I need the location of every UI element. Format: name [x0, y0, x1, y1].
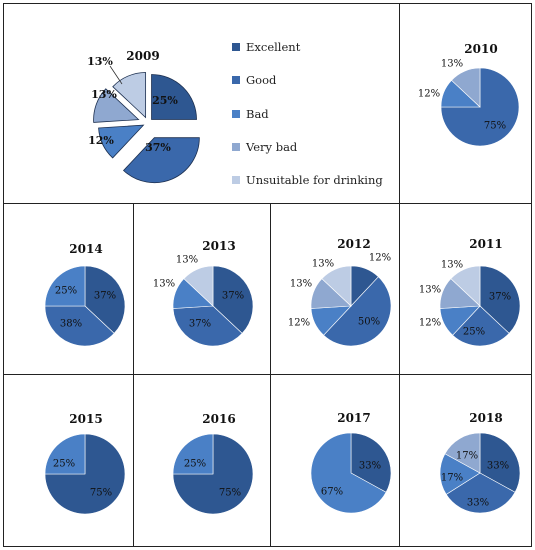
pie-label-2009-good: 37% — [145, 141, 171, 154]
slice-2017-bad — [310, 432, 387, 514]
pie-label-2009-bad: 12% — [88, 134, 114, 147]
slice-2012-unsuitable-for-drinking — [321, 265, 352, 307]
pie-label-2013-bad: 13% — [153, 279, 175, 290]
pie-chart-2015: 2015 75% 25% — [44, 412, 126, 515]
slice-2018-bad — [439, 453, 481, 495]
pie-label-2010-bad: 12% — [418, 89, 440, 100]
pie-label-2012-very-bad: 13% — [290, 279, 312, 290]
pie-label-2009-unsuitable-for-drinking: 13% — [87, 55, 113, 68]
pie-label-2013-good: 37% — [189, 319, 211, 330]
panel-2018 — [399, 374, 532, 547]
slice-2009-very-bad — [93, 88, 140, 123]
pie-title-2018: 2018 — [469, 411, 502, 425]
pie-label-2011-unsuitable-for-drinking: 13% — [441, 260, 463, 271]
pie-label-2010-good: 75% — [484, 121, 506, 132]
pie-chart-2017: 2017 33% 67% — [310, 411, 392, 514]
slice-2016-bad — [172, 433, 214, 475]
legend-swatch — [232, 43, 240, 51]
legend-swatch — [232, 143, 240, 151]
pie-title-2016: 2016 — [202, 412, 235, 426]
pie-label-2011-bad: 12% — [419, 318, 441, 329]
slice-2014-bad — [44, 265, 86, 307]
pie-title-2014: 2014 — [69, 242, 102, 256]
slice-2013-excellent — [212, 265, 254, 334]
legend-item-very-bad: Very bad — [232, 140, 297, 154]
legend-swatch — [232, 176, 240, 184]
pie-label-2011-good: 25% — [463, 327, 485, 338]
pie-label-2014-excellent: 37% — [94, 291, 116, 302]
legend-label: Good — [246, 73, 277, 87]
pie-chart-2011: 2011 37% 25% 12% 13% 13% — [419, 237, 521, 347]
legend-label: Very bad — [246, 140, 298, 154]
pie-label-2016-excellent: 75% — [219, 488, 241, 499]
pie-title-2012: 2012 — [337, 237, 370, 251]
pie-label-2009-very-bad: 13% — [91, 88, 117, 101]
pie-chart-2009: 2009 25% 37% 12% 13% 13% — [87, 49, 200, 184]
legend-item-excellent: Excellent — [232, 40, 300, 54]
pie-title-2010: 2010 — [464, 42, 497, 56]
slice-2009-bad — [98, 124, 145, 159]
pie-label-2015-bad: 25% — [53, 459, 75, 470]
slice-2014-good — [44, 305, 115, 347]
pie-chart-2010: 2010 75% 12% 13% — [418, 42, 520, 147]
pie-label-2011-excellent: 37% — [489, 292, 511, 303]
pie-label-2014-bad: 25% — [55, 286, 77, 297]
pie-label-2013-excellent: 37% — [222, 291, 244, 302]
slice-2011-good — [452, 305, 510, 347]
pie-chart-2014: 2014 37% 38% 25% — [44, 242, 126, 347]
pie-title-2017: 2017 — [337, 411, 370, 425]
legend-item-bad: Bad — [232, 107, 269, 121]
slice-2015-bad — [44, 433, 86, 475]
slice-2013-unsuitable-for-drinking — [183, 265, 214, 307]
legend-label: Excellent — [246, 40, 301, 54]
pie-label-2009-excellent: 25% — [152, 94, 178, 107]
pie-label-2018-good: 33% — [467, 498, 489, 509]
slice-2018-good — [445, 472, 516, 514]
slice-2009-excellent — [151, 74, 197, 120]
slice-2011-unsuitable-for-drinking — [450, 265, 481, 307]
pie-label-2013-unsuitable-for-drinking: 13% — [176, 255, 198, 266]
slice-2018-very-bad — [444, 432, 481, 474]
pie-label-2012-good: 50% — [358, 317, 380, 328]
leader-line-2009-unsuitable — [109, 65, 123, 85]
pie-chart-2016: 2016 75% 25% — [172, 412, 254, 515]
legend-swatch — [232, 110, 240, 118]
slice-2018-excellent — [479, 432, 521, 493]
pie-chart-2012: 2012 12% 50% 12% 13%13% — [288, 237, 392, 347]
pie-title-2009: 2009 — [126, 49, 159, 63]
slice-2010-very-bad — [451, 67, 481, 108]
legend-label: Bad — [246, 107, 269, 121]
pie-label-2015-excellent: 75% — [90, 488, 112, 499]
pie-title-2015: 2015 — [69, 412, 102, 426]
pie-label-2010-very-bad: 13% — [441, 59, 463, 70]
pie-label-2017-excellent: 33% — [359, 461, 381, 472]
legend-label: Unsuitable for drinking — [246, 173, 383, 187]
slice-2013-good — [172, 305, 243, 347]
pie-label-2014-good: 38% — [60, 319, 82, 330]
pie-title-2011: 2011 — [469, 237, 502, 251]
slice-2009-unsuitable-for-drinking — [112, 72, 147, 119]
pie-title-2013: 2013 — [202, 239, 235, 253]
pie-label-2012-excellent: 12% — [369, 253, 391, 264]
slice-2017-excellent — [350, 432, 392, 493]
pie-chart-2013: 2013 37% 37% 13% 13% — [153, 239, 254, 347]
legend-item-good: Good — [232, 73, 276, 87]
pie-label-2017-bad: 67% — [321, 487, 343, 498]
slice-2012-good — [323, 276, 392, 347]
pie-label-2016-bad: 25% — [184, 459, 206, 470]
legend-item-unsuitable: Unsuitable for drinking — [232, 173, 383, 187]
legend-swatch — [232, 76, 240, 84]
slice-2011-excellent — [479, 265, 521, 334]
pie-label-2012-bad: 12% — [288, 318, 310, 329]
pie-label-2018-bad: 17% — [441, 473, 463, 484]
slice-2009-good — [122, 137, 200, 184]
slice-2014-excellent — [84, 265, 126, 334]
pie-chart-2018: 2018 33% 33% 17% 17% — [439, 411, 521, 514]
pie-label-2018-very-bad: 17% — [456, 451, 478, 462]
pie-label-2018-excellent: 33% — [487, 461, 509, 472]
pie-label-2011-very-bad: 13% — [419, 285, 441, 296]
pie-label-2012-unsuitable-for-drinking: 13% — [312, 259, 334, 270]
